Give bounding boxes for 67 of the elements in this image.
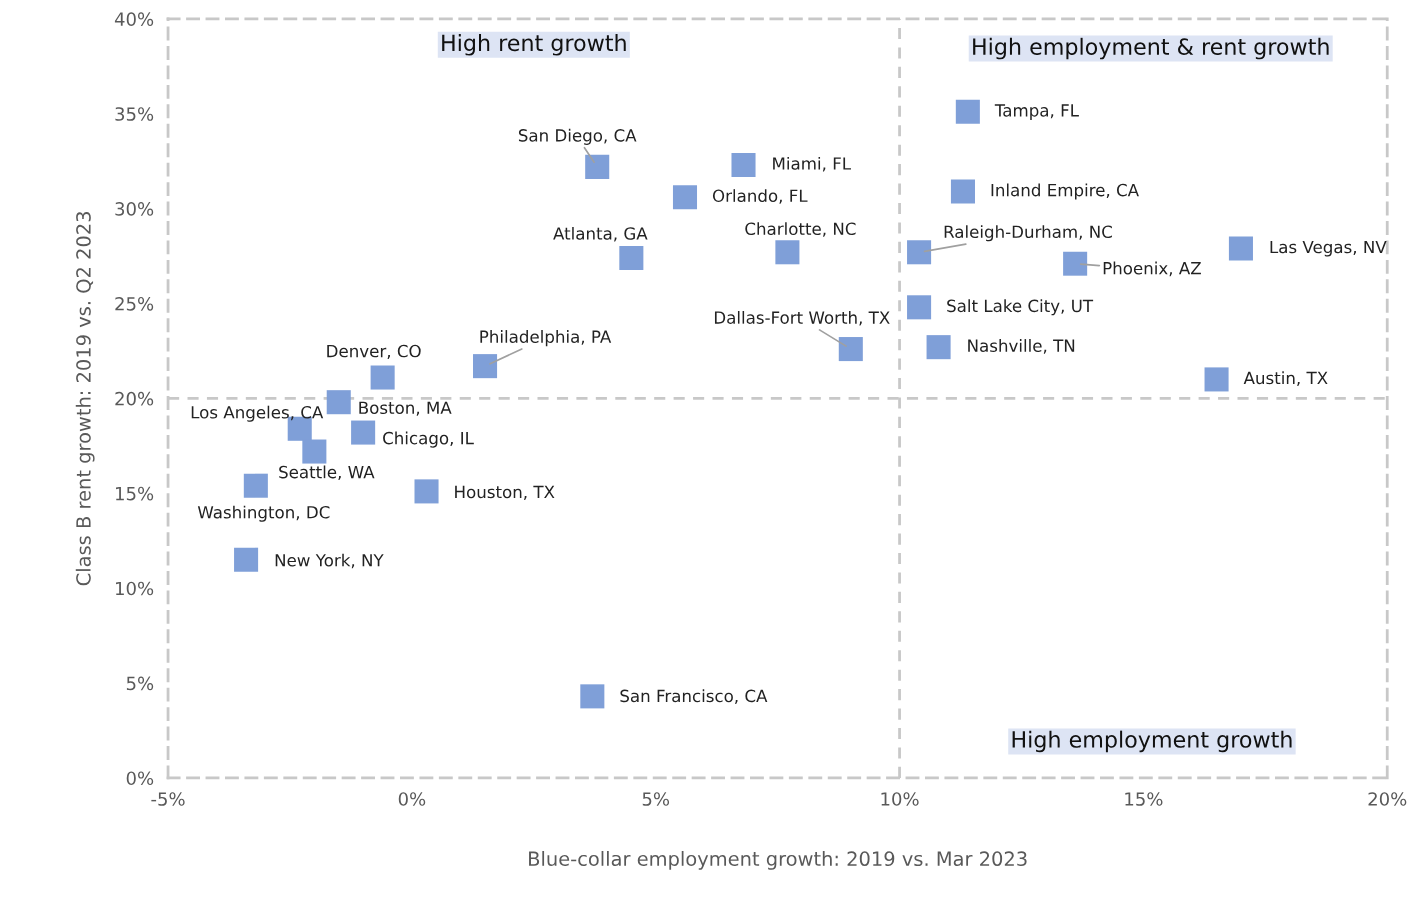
y-tick-label: 5%	[126, 676, 154, 691]
annotation: Salt Lake City, UT	[947, 299, 1094, 316]
point	[351, 420, 376, 445]
x-tick-label: 5%	[642, 792, 670, 806]
annotation: Washington, DC	[197, 505, 330, 522]
point	[775, 240, 800, 265]
point	[950, 179, 975, 204]
point	[731, 152, 756, 177]
annotation: San Diego, CA	[518, 128, 637, 145]
point	[234, 547, 259, 572]
annotation: High employment & rent growth	[973, 37, 1329, 60]
x-tick-label: 15%	[1125, 792, 1163, 806]
point	[580, 684, 605, 709]
point	[907, 295, 932, 320]
point	[243, 473, 268, 498]
annotation: San Francisco, CA	[620, 689, 768, 704]
annotation: High employment growth	[1012, 730, 1292, 753]
point	[326, 390, 351, 415]
point	[619, 245, 644, 270]
point	[1063, 251, 1088, 276]
annotation: Denver, CO	[327, 344, 421, 360]
annotation: New York, NY	[275, 553, 384, 569]
y-tick-label: 30%	[115, 202, 154, 216]
x-axis-title: Blue-collar employment growth: 2019 vs. Mar 2023	[529, 851, 1027, 870]
point	[926, 335, 951, 360]
annotation: Houston, TX	[455, 485, 555, 500]
annotation: Las Vegas, NV	[1270, 240, 1387, 257]
point	[1228, 236, 1253, 261]
annotation: Phoenix, AZ	[1103, 261, 1201, 277]
y-tick-label: 0%	[126, 771, 154, 786]
y-axis-title: Class B rent growth: 2019 vs. Q2 2023	[75, 212, 95, 586]
point	[473, 354, 498, 379]
point	[1204, 367, 1229, 392]
y-tick-label: 40%	[114, 12, 154, 26]
point	[838, 337, 863, 362]
annotation: Philadelphia, PA	[480, 330, 612, 347]
annotation: Atlanta, GA	[553, 226, 648, 242]
annotation: Miami, FL	[773, 156, 851, 172]
annotation: Austin, TX	[1243, 371, 1328, 386]
annotation: Los Angeles, CA	[191, 405, 324, 422]
x-tick-label: -5%	[151, 792, 185, 806]
x-tick-label: 20%	[1368, 792, 1407, 806]
annotation: Seattle, WA	[279, 465, 375, 481]
y-tick-label: 10%	[116, 581, 154, 596]
point	[955, 99, 980, 124]
annotation: Boston, MA	[359, 401, 452, 416]
annotation: High rent growth	[442, 34, 626, 56]
y-tick-label: 20%	[115, 391, 154, 406]
y-tick-label: 35%	[115, 107, 154, 121]
x-tick-label: 0%	[398, 792, 426, 806]
annotation: Inland Empire, CA	[991, 183, 1139, 200]
annotation: Orlando, FL	[712, 189, 808, 204]
annotation: Raleigh-Durham, NC	[944, 225, 1112, 242]
point	[907, 240, 932, 265]
annotation: Tampa, FL	[994, 104, 1079, 120]
point	[585, 154, 610, 179]
y-tick-label: 25%	[115, 296, 154, 311]
annotation: Charlotte, NC	[745, 222, 856, 237]
point	[370, 365, 395, 390]
annotation: Nashville, TN	[968, 339, 1075, 354]
annotation: Dallas-Fort Worth, TX	[714, 310, 890, 326]
annotation: Chicago, IL	[383, 431, 474, 448]
point	[672, 185, 698, 210]
point	[414, 479, 439, 504]
y-tick-label: 15%	[116, 486, 154, 501]
point	[302, 439, 327, 464]
x-tick-label: 10%	[881, 792, 919, 806]
